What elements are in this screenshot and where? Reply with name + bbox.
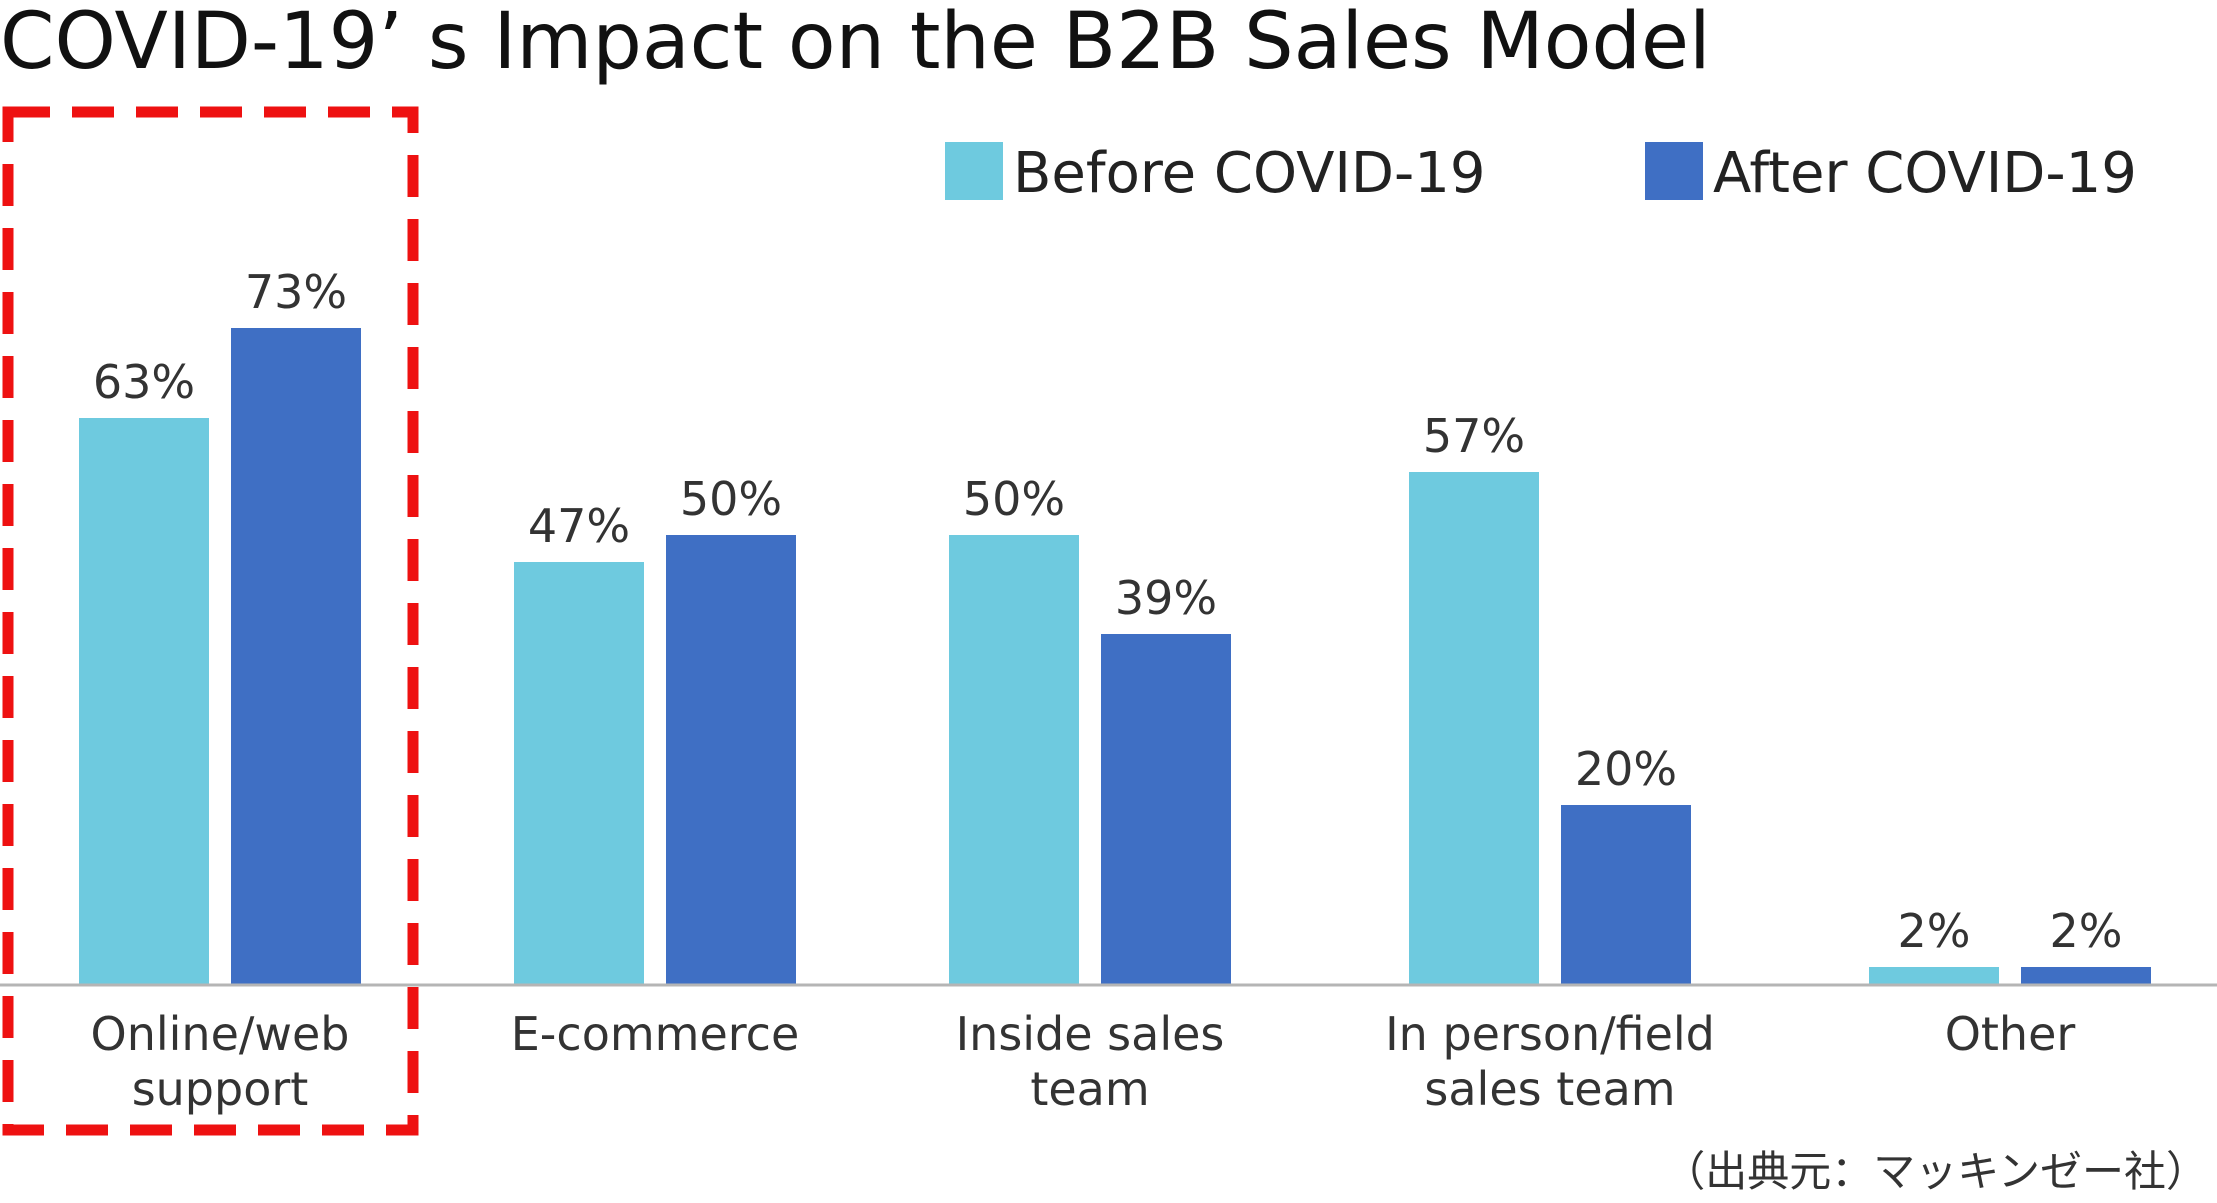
- value-label-after-4: 2%: [2050, 904, 2123, 958]
- category-label-3-line-0: In person/field: [1385, 1007, 1715, 1061]
- bar-after-4: [2021, 967, 2151, 985]
- highlight-box: [2, 106, 419, 1136]
- legend-label-before: Before COVID-19: [1013, 141, 1486, 206]
- bar-after-2: [1101, 634, 1231, 985]
- legend-swatch-before: [945, 142, 1003, 200]
- bar-after-1: [666, 535, 796, 985]
- bar-before-1: [514, 562, 644, 985]
- category-label-4-line-0: Other: [1945, 1007, 2076, 1061]
- category-label-0-line-1: support: [132, 1062, 309, 1116]
- value-label-before-3: 57%: [1423, 409, 1525, 463]
- bar-before-4: [1869, 967, 1999, 985]
- bar-before-3: [1409, 472, 1539, 985]
- category-label-2-line-0: Inside sales: [956, 1007, 1225, 1061]
- bar-after-0: [231, 328, 361, 985]
- value-label-after-0: 73%: [245, 265, 347, 319]
- value-label-before-0: 63%: [93, 355, 195, 409]
- bar-after-3: [1561, 805, 1691, 985]
- category-label-3-line-1: sales team: [1424, 1062, 1675, 1116]
- category-label-1-line-0: E-commerce: [511, 1007, 800, 1061]
- chart-title: COVID-19’ s Impact on the B2B Sales Mode…: [0, 0, 1711, 87]
- value-label-after-1: 50%: [680, 472, 782, 526]
- bar-before-0: [79, 418, 209, 985]
- value-label-after-2: 39%: [1115, 571, 1217, 625]
- category-label-2-line-1: team: [1030, 1062, 1149, 1116]
- source-note: （出典元：マッキンゼー社）: [1663, 1147, 2208, 1196]
- legend-swatch-after: [1645, 142, 1703, 200]
- legend: Before COVID-19 After COVID-19: [945, 141, 2137, 206]
- category-label-0-line-0: Online/web: [91, 1007, 350, 1061]
- value-label-before-4: 2%: [1898, 904, 1971, 958]
- value-labels: 63% 73% 47% 50% 50% 39% 57% 20% 2% 2%: [93, 265, 2123, 958]
- value-label-after-3: 20%: [1575, 742, 1677, 796]
- bars: [79, 328, 2151, 985]
- legend-label-after: After COVID-19: [1713, 141, 2137, 206]
- value-label-before-2: 50%: [963, 472, 1065, 526]
- bar-before-2: [949, 535, 1079, 985]
- value-label-before-1: 47%: [528, 499, 630, 553]
